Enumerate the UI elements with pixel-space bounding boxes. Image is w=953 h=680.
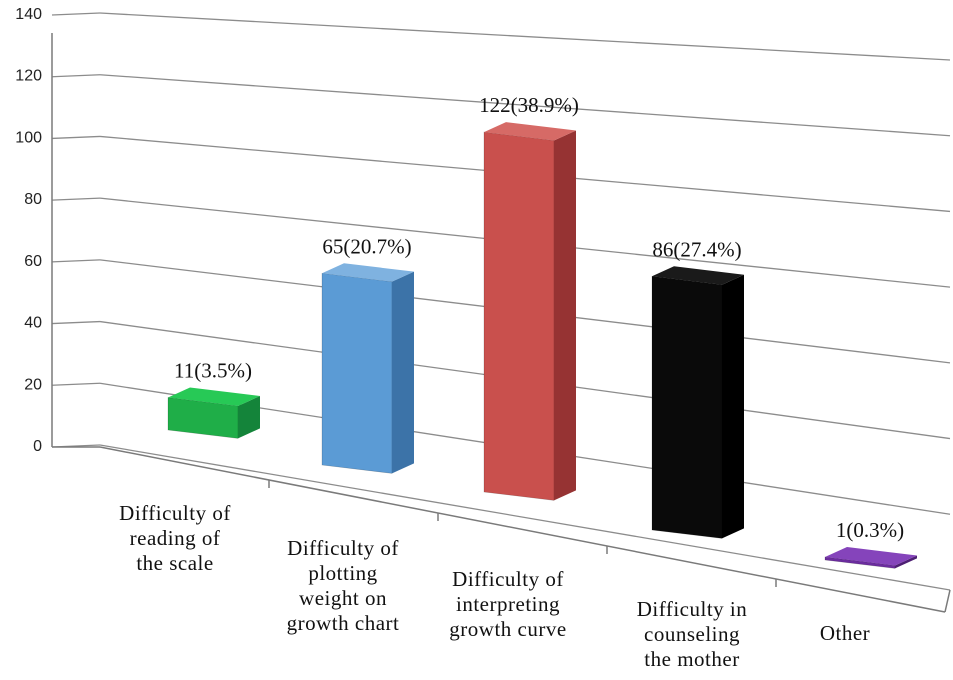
floor-right-edge (944, 589, 951, 613)
y-wall-tick (51, 382, 101, 386)
category-label-line: weight on (299, 586, 387, 610)
x-axis-line (99, 446, 946, 613)
category-label-line: reading of (130, 526, 221, 550)
bars (167, 122, 917, 569)
data-label-2: 65(20.7%) (322, 234, 411, 258)
category-label-line: interpreting (456, 592, 560, 616)
bar-side (238, 395, 260, 439)
data-label-4: 86(27.4%) (652, 237, 741, 261)
y-wall-tick (51, 259, 101, 263)
category-label-line: growth chart (287, 611, 400, 635)
category-label-line: growth curve (449, 617, 566, 641)
category-label-5: Other (820, 621, 870, 645)
category-label-2: Difficulty of plotting weight on growth cha… (287, 536, 400, 635)
bar-front (321, 272, 393, 474)
bar-3 (483, 122, 576, 501)
bar-top (168, 387, 260, 406)
category-labels: Difficulty of reading of the scaleDifficul… (119, 501, 870, 671)
y-tick-label: 100 (15, 129, 42, 146)
bar-2 (321, 263, 414, 474)
bar-top (322, 263, 414, 282)
category-label-line: the mother (644, 647, 739, 671)
data-label-1: 11(3.5%) (174, 359, 252, 383)
category-label-1: Difficulty of reading of the scale (119, 501, 231, 575)
category-label-line: Difficulty in (637, 597, 748, 621)
category-label-3: Difficulty of interpreting growth curve (449, 567, 566, 641)
y-tick-label: 40 (24, 315, 42, 332)
y-wall-tick (51, 197, 101, 201)
category-label-line: Difficulty of (452, 567, 564, 591)
y-wall-tick (51, 12, 101, 16)
y-axis-ticks: 0 20 40 60 80 100 120 140 (15, 6, 42, 455)
category-label-line: Other (820, 621, 870, 645)
y-tick-label: 20 (24, 376, 42, 393)
bar-side (554, 130, 576, 501)
category-label-line: Difficulty of (119, 501, 231, 525)
y-tick-label: 120 (15, 68, 42, 85)
category-label-line: plotting (308, 561, 377, 585)
bar-1 (167, 387, 260, 439)
y-tick-label: 140 (15, 6, 42, 23)
category-label-line: the scale (136, 551, 213, 575)
category-label-4: Difficulty in counseling the mother (637, 597, 748, 671)
bar-top (825, 547, 917, 566)
bar-top (652, 266, 744, 285)
bar-side (722, 274, 744, 539)
bar-side (895, 555, 917, 569)
y-wall-tick (51, 320, 101, 325)
bar-front (651, 275, 723, 539)
gridline-0 (99, 444, 951, 591)
category-label-line: Difficulty of (287, 536, 399, 560)
y-tick-label: 0 (33, 438, 42, 455)
category-label-line: counseling (644, 622, 740, 646)
y-tick-label: 60 (24, 253, 42, 270)
y-wall-tick (51, 135, 101, 140)
bar-top (484, 122, 576, 141)
bar-side (392, 271, 414, 474)
y-wall-tick (51, 74, 101, 78)
data-labels: 11(3.5%) 65(20.7%) 122(38.9%) 86(27.4%) 1(0.… (174, 93, 904, 542)
bar-5 (824, 547, 917, 569)
gridline-120 (99, 74, 951, 137)
gridline-140 (99, 12, 951, 61)
y-tick-label: 80 (24, 191, 42, 208)
bar-4 (651, 266, 744, 539)
data-label-5: 1(0.3%) (836, 518, 904, 542)
bar-front (483, 131, 555, 501)
data-label-3: 122(38.9%) (479, 93, 579, 117)
